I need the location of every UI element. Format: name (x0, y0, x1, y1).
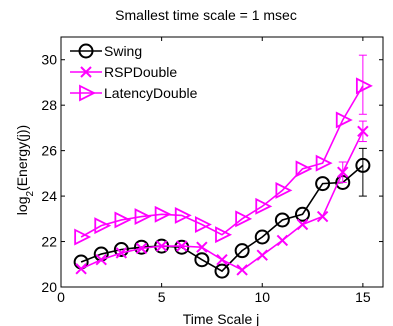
data-point (176, 240, 188, 252)
legend-marker (78, 43, 94, 59)
legend: Swing RSPDouble LatencyDouble (70, 43, 198, 102)
x-tick-label: 10 (254, 289, 270, 305)
data-point (357, 125, 369, 138)
data-point (335, 111, 353, 129)
data-point (134, 208, 152, 226)
data-point (115, 247, 128, 259)
data-point (216, 254, 228, 266)
data-point (75, 263, 87, 275)
x-tick-label: 5 (158, 289, 166, 305)
legend-label: RSPDouble (104, 64, 177, 80)
legend-label: LatencyDouble (104, 85, 198, 101)
data-point (296, 218, 309, 231)
data-point (235, 210, 253, 228)
y-tick-label: 28 (41, 97, 57, 113)
data-point (295, 206, 310, 222)
y-axis-label: log2(Energy(j)) (14, 125, 36, 215)
data-point (256, 249, 268, 261)
data-point (214, 263, 230, 279)
y-axis-label-rest: (Energy(j)) (14, 125, 30, 191)
data-point (274, 212, 290, 228)
legend-label: Swing (104, 43, 142, 59)
x-axis-label: Time Scale j (183, 311, 260, 326)
data-point (135, 242, 148, 255)
data-point (254, 229, 270, 245)
data-point (114, 211, 132, 229)
data-point (337, 166, 349, 178)
data-point (355, 157, 371, 173)
x-tick-label: 15 (355, 289, 371, 305)
data-point (255, 197, 273, 215)
y-tick-label: 26 (41, 143, 57, 159)
data-point (236, 264, 248, 276)
series-latencydouble (74, 54, 373, 246)
y-tick-label: 22 (41, 234, 57, 250)
data-point (94, 217, 112, 235)
y-tick-label: 30 (41, 52, 57, 68)
data-point (316, 210, 329, 223)
legend-marker (80, 66, 92, 78)
data-point (194, 216, 212, 233)
data-point (355, 77, 373, 95)
data-point (215, 226, 233, 244)
y-axis-label-main: log (14, 197, 30, 216)
data-point (113, 242, 129, 257)
data-point (234, 243, 250, 259)
data-point (276, 234, 289, 247)
data-point (74, 228, 92, 246)
data-point (95, 254, 107, 266)
data-point (194, 252, 210, 268)
plot-area: 0 5 10 15 20 22 24 26 28 30 (41, 36, 384, 305)
data-point (154, 205, 172, 223)
data-point (295, 160, 313, 178)
legend-marker (79, 84, 97, 102)
data-point (174, 206, 192, 224)
series-swing (73, 147, 371, 279)
series-rspdouble (75, 120, 369, 276)
data-point (275, 181, 293, 199)
y-tick-label: 20 (41, 279, 57, 295)
data-point (315, 154, 333, 172)
chart-title: Smallest time scale = 1 msec (115, 7, 297, 23)
y-axis-label-subscript: 2 (25, 191, 36, 197)
x-tick-label: 0 (57, 289, 65, 305)
plot-frame (60, 36, 384, 288)
data-point (196, 241, 208, 253)
data-point (155, 240, 168, 252)
y-tick-label: 24 (41, 188, 57, 204)
data-point (315, 176, 331, 192)
